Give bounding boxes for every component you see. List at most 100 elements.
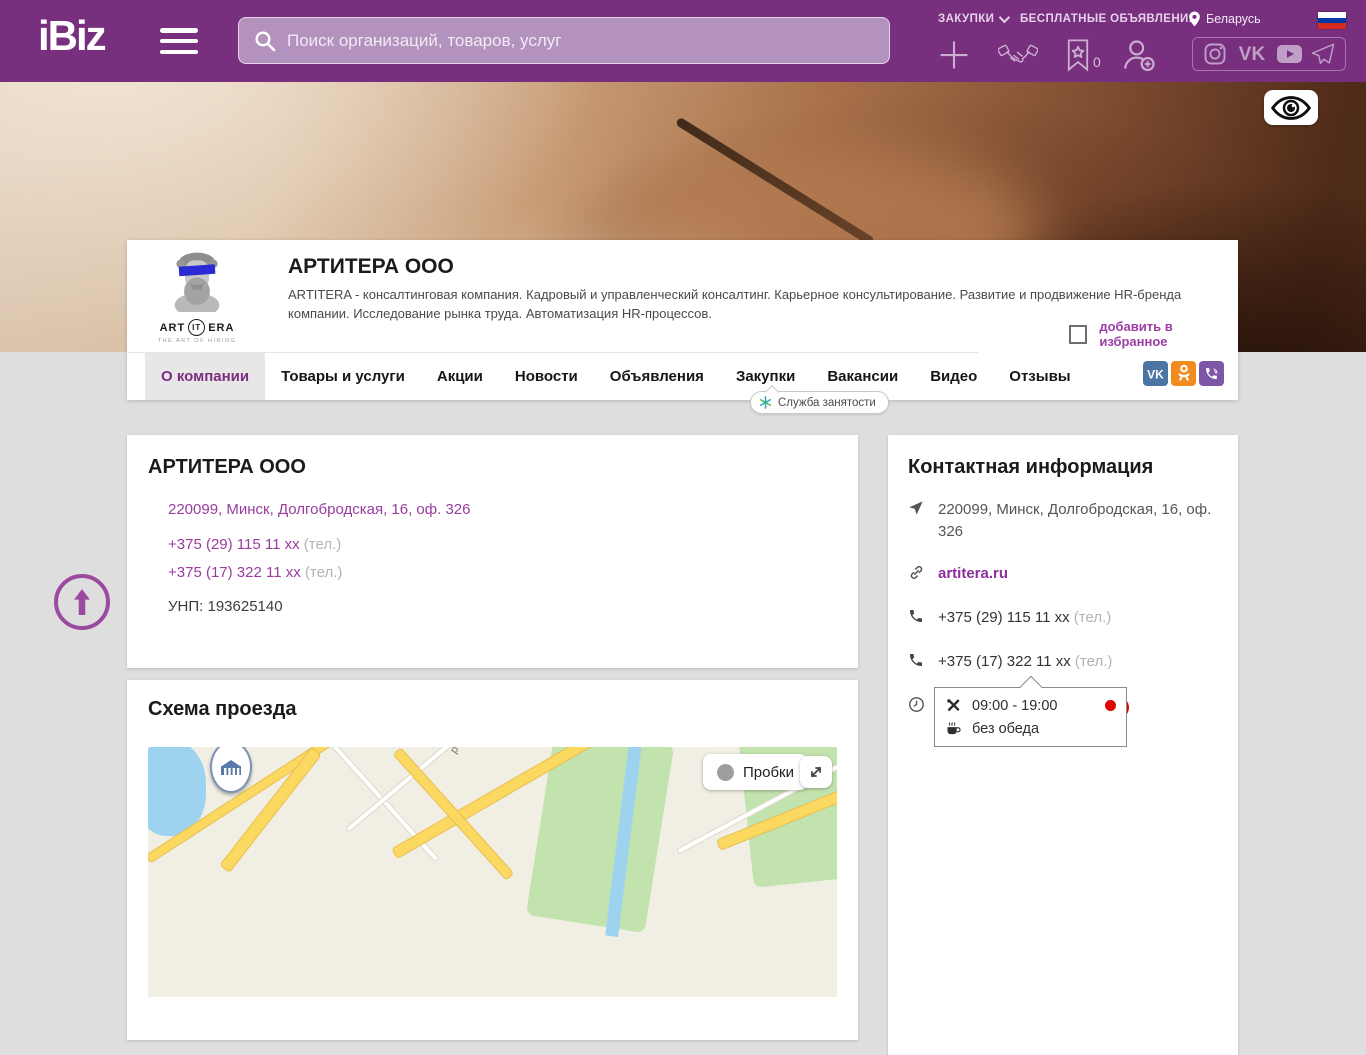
scroll-top-button[interactable] — [54, 574, 110, 630]
tab-promotions[interactable]: Акции — [436, 367, 483, 385]
tab-video[interactable]: Видео — [930, 367, 978, 385]
accessibility-eye-button[interactable] — [1264, 90, 1318, 125]
phone-note: (тел.) — [304, 564, 343, 581]
viber-icon — [1205, 367, 1217, 379]
map[interactable]: ровки Пробки — [148, 747, 837, 997]
employment-service-icon — [759, 396, 772, 409]
website-link[interactable]: artitera.ru — [938, 564, 1009, 582]
map-expand-button[interactable] — [800, 756, 832, 788]
bookmark-star-icon — [1067, 39, 1089, 72]
logo-tagline: THE ART OF HIRING — [157, 338, 237, 344]
coffee-cup-icon — [947, 722, 961, 735]
tab-about[interactable]: О компании — [145, 352, 266, 400]
company-address-link[interactable]: 220099, Минск, Долгобродская, 16, оф. 32… — [168, 501, 471, 518]
register-button[interactable] — [1118, 36, 1158, 74]
contact-info-card: Контактная информация 220099, Минск, Дол… — [888, 435, 1238, 1055]
phone-icon — [910, 654, 922, 666]
favorites-count: 0 — [1093, 54, 1101, 70]
phone-note: (тел.) — [303, 536, 342, 553]
navigation-arrow-icon — [909, 501, 923, 515]
search-input[interactable] — [287, 30, 875, 51]
phone-link-2[interactable]: +375 (17) 322 11 xx (тел.) — [168, 564, 343, 581]
tab-products[interactable]: Товары и услуги — [281, 367, 405, 385]
contact-phone-row-1: +375 (29) 115 11 xx (тел.) — [908, 607, 1218, 631]
company-header-card: ART IT ERA THE ART OF HIRING АРТИТЕРА ОО… — [127, 240, 1238, 400]
search-bar — [238, 17, 890, 64]
add-button[interactable] — [934, 36, 974, 74]
location-selector[interactable]: Беларусь — [1188, 11, 1261, 27]
tools-icon — [947, 699, 960, 712]
telegram-icon — [1311, 43, 1335, 65]
working-hours-tooltip: 09:00 - 19:00 без обеда — [934, 675, 1127, 747]
tab-ads[interactable]: Объявления — [609, 367, 704, 385]
lunch-info: без обеда — [972, 720, 1040, 737]
map-street-label: ровки — [448, 747, 477, 756]
youtube-link[interactable] — [1276, 44, 1303, 64]
ok-share-button[interactable] — [1171, 361, 1196, 386]
tab-purchases[interactable]: Закупки — [735, 367, 796, 385]
contact-phone-row-2: +375 (17) 322 11 xx (тел.) — [908, 651, 1218, 675]
handshake-icon — [998, 44, 1038, 63]
phone-link-1[interactable]: +375 (29) 115 11 xx (тел.) — [168, 536, 342, 553]
working-hours: 09:00 - 19:00 — [972, 697, 1058, 714]
map-card-title: Схема проезда — [148, 698, 297, 720]
expand-icon — [811, 767, 821, 777]
link-icon — [910, 565, 923, 579]
instagram-link[interactable] — [1203, 42, 1227, 66]
map-road — [392, 747, 515, 881]
search-icon — [255, 30, 276, 51]
instagram-icon — [1204, 43, 1226, 65]
company-name: АРТИТЕРА ООО — [288, 255, 454, 278]
statue-logo-image — [174, 252, 220, 318]
menu-icon[interactable] — [160, 28, 198, 54]
tab-news[interactable]: Новости — [514, 367, 578, 385]
hours-row: 09:00 - 19:00 — [945, 694, 1116, 717]
odnoklassniki-icon — [1177, 364, 1190, 381]
svg-text:VK: VK — [1147, 368, 1164, 380]
favorite-checkbox[interactable] — [1069, 324, 1088, 344]
youtube-icon — [1277, 45, 1303, 63]
lunch-row: без обеда — [945, 717, 1116, 740]
contact-address-row: 220099, Минск, Долгобродская, 16, оф. 32… — [908, 499, 1218, 543]
nav-zakupki[interactable]: ЗАКУПКИ — [938, 11, 1011, 25]
clock-icon — [909, 696, 924, 712]
telegram-link[interactable] — [1311, 43, 1335, 65]
partnership-button[interactable] — [998, 36, 1038, 74]
contact-address: 220099, Минск, Долгобродская, 16, оф. 32… — [938, 501, 1212, 540]
tab-vacancies[interactable]: Вакансии — [827, 367, 899, 385]
russian-flag-icon[interactable] — [1318, 12, 1346, 30]
eye-icon — [1271, 95, 1311, 120]
traffic-light-icon — [717, 763, 734, 781]
contact-card-title: Контактная информация — [908, 456, 1154, 478]
add-to-favorites[interactable]: добавить в избранное — [1069, 319, 1238, 349]
contact-website-row: artitera.ru — [908, 563, 1218, 588]
map-park — [525, 747, 675, 934]
about-company-card: АРТИТЕРА ООО 220099, Минск, Долгобродска… — [127, 435, 858, 668]
favorite-label: добавить в избранное — [1099, 319, 1173, 349]
vacancies-tooltip: Служба занятости — [750, 384, 889, 414]
social-links: VK — [1192, 37, 1346, 71]
ibiz-logo[interactable]: iBiz — [38, 12, 107, 59]
company-logo[interactable]: ART IT ERA THE ART OF HIRING — [147, 250, 247, 350]
vk-icon: VK — [1238, 44, 1265, 65]
company-tabs: О компании Товары и услуги Акции Новости… — [127, 352, 1238, 400]
person-add-icon — [1124, 40, 1155, 72]
company-social-buttons: VK — [1143, 361, 1224, 386]
vk-share-button[interactable]: VK — [1143, 361, 1168, 386]
favorites-button[interactable] — [1058, 36, 1098, 74]
vk-link[interactable]: VK — [1235, 43, 1269, 65]
status-dot — [1105, 700, 1116, 711]
about-card-title: АРТИТЕРА ООО — [148, 456, 306, 478]
map-landmark-icon[interactable] — [210, 747, 252, 793]
vk-icon: VK — [1147, 368, 1164, 380]
viber-button[interactable] — [1199, 361, 1224, 386]
nav-free-ads[interactable]: БЕСПЛАТНЫЕ ОБЪЯВЛЕНИЯ — [1020, 13, 1198, 25]
tab-reviews[interactable]: Отзывы — [1009, 367, 1071, 385]
plus-icon — [940, 41, 968, 69]
directions-card: Схема проезда ровки Пробки — [127, 680, 858, 1040]
company-unp: УНП: 193625140 — [168, 598, 283, 615]
svg-text:VK: VK — [1238, 44, 1265, 65]
traffic-button[interactable]: Пробки — [703, 754, 808, 790]
chevron-down-icon — [999, 11, 1011, 24]
header: iBiz ЗАКУПКИ БЕСПЛАТНЫЕ ОБЪЯВЛЕНИЯ Белар… — [0, 0, 1366, 82]
